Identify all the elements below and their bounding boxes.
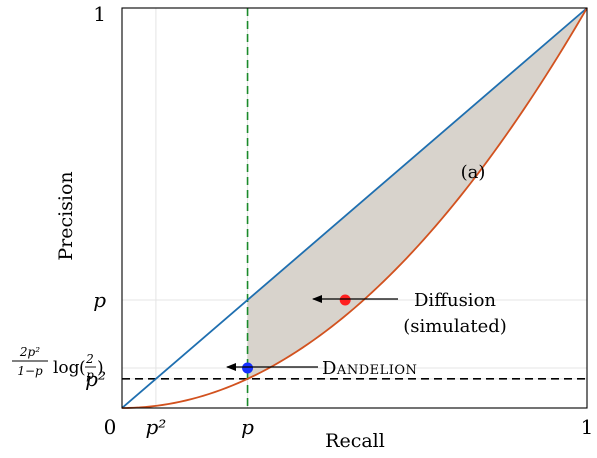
x-tick-label-1: p² [145, 415, 166, 439]
diffusion-label-line2: (simulated) [403, 316, 507, 337]
frac-lparen: ( [79, 358, 86, 378]
series-line-0 [121, 7, 588, 409]
frac-numerator: 2p² [19, 345, 40, 359]
diffusion-point [339, 294, 351, 306]
shaded-region-layer [247, 8, 588, 379]
reference-lines-layer [122, 8, 587, 408]
region-a-label: (a) [461, 162, 486, 183]
x-tick-label-0: 0 [104, 415, 117, 439]
plot-frame-layer [121, 7, 588, 409]
series-line-1 [121, 7, 588, 409]
shaded-region-a [247, 8, 588, 379]
frac-log: log [53, 358, 80, 378]
diffusion-label-line1: Diffusion [414, 290, 496, 311]
x-axis-title: Recall [325, 430, 385, 452]
y-tick-label-3: p² [85, 367, 106, 391]
plot-frame [121, 7, 588, 409]
x-tick-label-2: p [241, 415, 254, 439]
frac2-numerator: 2 [85, 352, 94, 366]
frac-denominator: 1−p [17, 364, 43, 378]
frac2-denominator: p [86, 368, 94, 382]
y-axis-title: Precision [55, 171, 77, 260]
points-layer [242, 294, 351, 374]
y-tick-label-frac: 2p² 1−p log ( 2 p ) [12, 345, 104, 382]
y-tick-label-0: 1 [93, 2, 106, 26]
x-tick-label-3: 1 [581, 415, 594, 439]
frac-rparen: ) [97, 358, 104, 378]
series-layer [121, 7, 588, 409]
y-tick-label-1: p [93, 288, 106, 312]
dandelion-point [242, 362, 254, 374]
dandelion-label: Dandelion [322, 358, 417, 379]
